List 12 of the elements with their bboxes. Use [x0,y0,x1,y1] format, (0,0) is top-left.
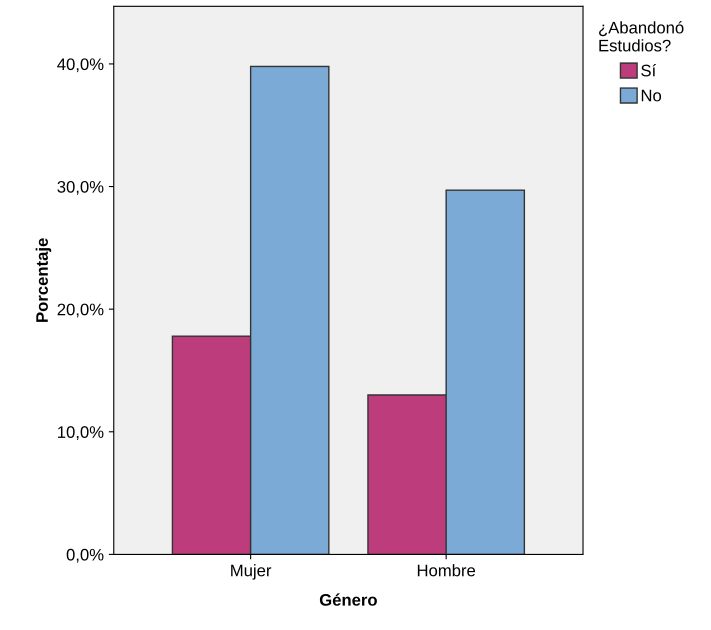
x-tick-label: Hombre [418,564,476,576]
y-tick-label: 0,0% [66,548,104,563]
x-tick-label: Mujer [231,564,272,580]
y-tick-label: 10,0% [58,426,104,440]
legend-label: No [642,90,662,102]
y-tick-label: 40,0% [57,58,104,72]
y-axis-title: Porcentaje [36,238,52,322]
legend-title: ¿Abandonó Estudios? [599,21,684,52]
x-axis-title: Género [320,593,377,606]
legend-label: Sí [641,64,656,76]
y-tick-label: 20,0% [58,304,104,318]
y-tick-label: 30,0% [57,180,104,195]
